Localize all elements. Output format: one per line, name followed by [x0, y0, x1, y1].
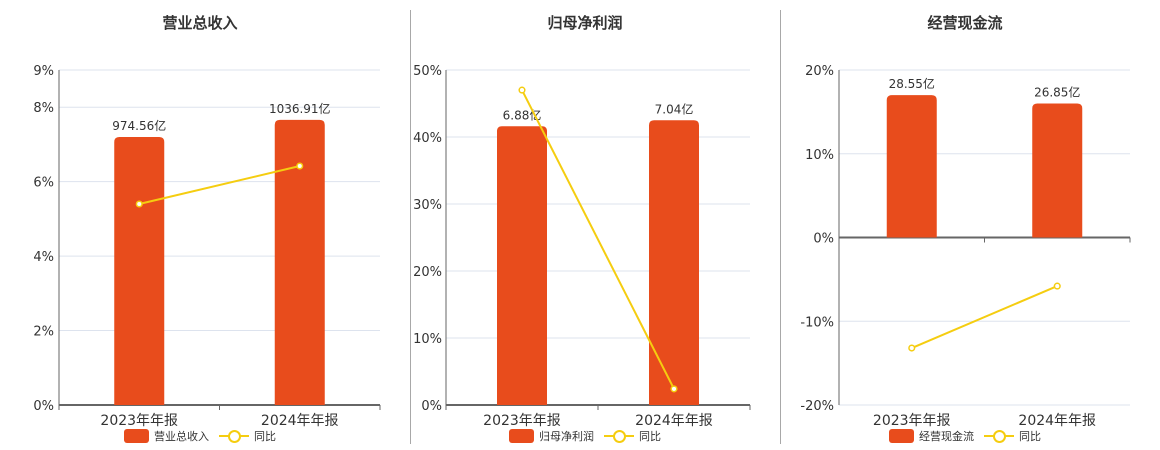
chart-title: 营业总收入 [162, 14, 238, 32]
yoy-point[interactable] [296, 162, 304, 170]
legend-bar-label: 归母净利润 [539, 430, 594, 443]
panel-divider [780, 10, 781, 444]
bar[interactable] [114, 137, 165, 405]
y-tick-label: 0% [33, 399, 54, 414]
bar-value-label: 974.56亿 [112, 118, 166, 133]
y-tick-label: 0% [813, 232, 834, 247]
x-category-label: 2023年年报 [873, 413, 951, 429]
bar[interactable] [886, 95, 937, 238]
chart-panel-operating-cashflow: 经营现金流 -20% -10% 0% 10% 20% 2023年年报 28.55亿 2024年… [770, 0, 1160, 450]
x-category-label: 2023年年报 [100, 413, 178, 429]
legend-bar-label: 营业总收入 [154, 430, 209, 443]
legend-bar-swatch [509, 429, 534, 443]
y-tick-label: 10% [413, 332, 442, 347]
y-tick-label: 20% [805, 64, 834, 79]
yoy-point[interactable] [518, 86, 526, 94]
legend-line-icon [984, 429, 1014, 443]
legend-bar-label: 经营现金流 [919, 430, 974, 443]
chart-title: 归母净利润 [547, 14, 623, 32]
chart-panel-net-profit: 归母净利润 0% 10% 20% 30% 40% 50% 2023年年报 6.88亿 2024年… [390, 0, 780, 450]
bar-value-label: 1036.91亿 [269, 101, 331, 116]
panel-divider [410, 10, 411, 444]
x-category-label: 2024年年报 [261, 413, 339, 429]
chart-legend: 归母净利润 同比 [390, 428, 780, 444]
chart-plot: 0% 2% 4% 6% 8% 9% 2023年年报 974.56亿 2024年年报 1036.91… [33, 64, 381, 429]
bar-value-label: 28.55亿 [889, 76, 935, 91]
bar[interactable] [1032, 103, 1083, 238]
bar-value-label: 26.85亿 [1034, 85, 1080, 100]
y-tick-label: 8% [33, 101, 54, 116]
chart-plot: -20% -10% 0% 10% 20% 2023年年报 28.55亿 2024年年报 26.8… [800, 64, 1131, 429]
legend-bar-swatch [124, 429, 149, 443]
y-tick-label: -10% [800, 315, 834, 330]
y-tick-label: -20% [800, 399, 834, 414]
y-tick-label: 10% [805, 148, 834, 163]
y-tick-label: 20% [413, 265, 442, 280]
bar[interactable] [649, 120, 699, 405]
legend-line-icon [219, 429, 249, 443]
x-category-label: 2024年年报 [635, 413, 713, 429]
chart-panel-revenue: 营业总收入 0% 2% 4% 6% 8% 9% 2023年年报 974.56亿 2024年年报 1… [0, 0, 400, 450]
yoy-point[interactable] [908, 344, 916, 352]
x-category-label: 2024年年报 [1018, 413, 1096, 429]
legend-line-icon [604, 429, 634, 443]
x-category-label: 2023年年报 [483, 413, 561, 429]
yoy-point[interactable] [135, 200, 143, 208]
chart-legend: 营业总收入 同比 [0, 428, 400, 444]
legend-line-label: 同比 [1019, 430, 1041, 443]
legend-line-label: 同比 [254, 430, 276, 443]
legend-bar-swatch [889, 429, 914, 443]
y-tick-label: 4% [33, 250, 54, 265]
y-tick-label: 0% [421, 399, 442, 414]
bar[interactable] [274, 119, 325, 405]
y-tick-label: 6% [33, 176, 54, 191]
yoy-line [521, 89, 675, 390]
chart-title: 经营现金流 [927, 14, 1003, 32]
y-tick-label: 50% [413, 64, 442, 79]
y-tick-label: 9% [33, 64, 54, 79]
y-tick-label: 2% [33, 325, 54, 340]
yoy-line [911, 285, 1058, 349]
yoy-point[interactable] [670, 385, 678, 393]
legend-line-label: 同比 [639, 430, 661, 443]
bar-value-label: 7.04亿 [655, 101, 694, 116]
yoy-line [139, 165, 300, 205]
y-tick-label: 30% [413, 198, 442, 213]
y-tick-label: 40% [413, 131, 442, 146]
chart-plot: 0%10%20%30%40%50%2023年年报6.88亿2024年年报7.04… [413, 64, 751, 429]
yoy-point[interactable] [1053, 282, 1061, 290]
chart-legend: 经营现金流 同比 [770, 428, 1160, 444]
bar[interactable] [497, 126, 547, 405]
